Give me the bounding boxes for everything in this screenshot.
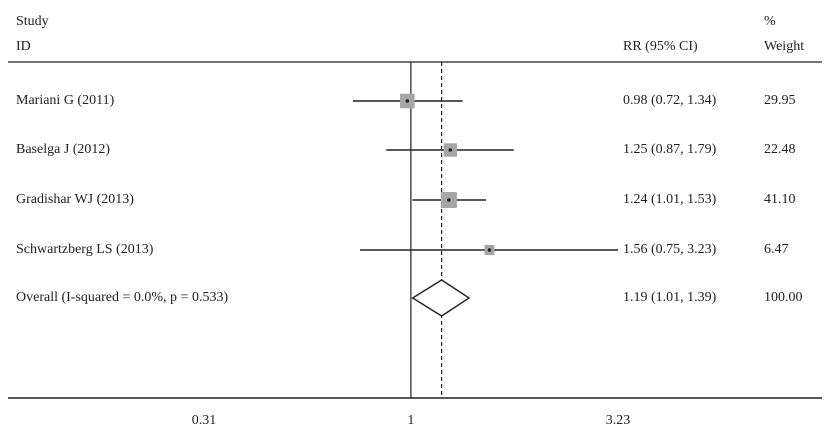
study-weight-text: 6.47 (764, 242, 789, 257)
study-weight-text: 41.10 (764, 192, 796, 207)
study-point-estimate (447, 198, 451, 202)
study-label: Gradishar WJ (2013) (16, 192, 134, 207)
x-tick-label: 3.23 (605, 413, 631, 428)
weight-percent-header: % (764, 14, 776, 29)
study-header: Study (16, 14, 49, 29)
overall-diamond (411, 279, 471, 317)
study-ci-text: 1.56 (0.75, 3.23) (623, 242, 717, 257)
study-ci-text: 1.25 (0.87, 1.79) (623, 142, 717, 157)
overall-ci-text: 1.19 (1.01, 1.39) (623, 290, 717, 305)
x-tick-label: 1 (407, 413, 415, 428)
study-point-estimate (405, 99, 410, 103)
id-header: ID (16, 39, 31, 54)
overall-weight-text: 100.00 (764, 290, 803, 305)
study-label: Schwartzberg LS (2013) (16, 242, 154, 257)
ci-header: RR (95% CI) (623, 39, 698, 54)
study-label: Baselga J (2012) (16, 142, 111, 157)
study-point-estimate (448, 148, 453, 152)
x-tick-label: 0.31 (191, 413, 217, 428)
study-ci-text: 0.98 (0.72, 1.34) (623, 93, 717, 108)
study-label: Mariani G (2011) (16, 93, 115, 108)
study-point-estimate (487, 248, 492, 252)
overall-label: Overall (I-squared = 0.0%, p = 0.533) (16, 290, 229, 305)
weight-header: Weight (764, 39, 805, 54)
study-weight-text: 22.48 (764, 142, 796, 157)
study-weight-text: 29.95 (764, 93, 796, 108)
study-ci-text: 1.24 (1.01, 1.53) (623, 192, 717, 207)
